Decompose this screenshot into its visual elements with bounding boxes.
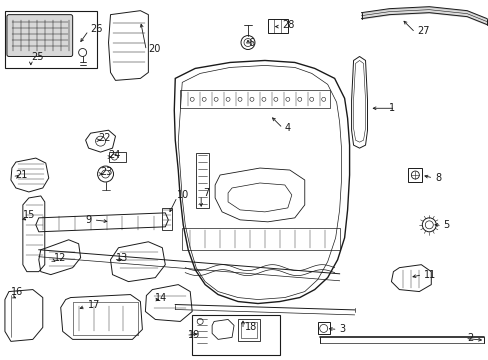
Text: 19: 19 — [188, 330, 200, 341]
Bar — [5, 11, 96, 68]
Text: 9: 9 — [85, 215, 92, 225]
Text: 6: 6 — [247, 37, 254, 48]
Bar — [241, 323, 256, 338]
Text: 5: 5 — [442, 220, 448, 230]
Bar — [192, 315, 279, 355]
Text: 8: 8 — [434, 173, 441, 183]
Text: 3: 3 — [339, 324, 345, 334]
Text: 12: 12 — [54, 253, 66, 263]
Text: 11: 11 — [424, 270, 436, 280]
Text: 28: 28 — [281, 19, 294, 30]
Bar — [196, 153, 209, 208]
Text: 15: 15 — [23, 210, 35, 220]
Bar — [267, 19, 287, 32]
Text: 27: 27 — [416, 26, 429, 36]
Bar — [108, 152, 126, 162]
Text: 4: 4 — [285, 123, 290, 133]
Text: 24: 24 — [108, 150, 121, 160]
Text: 17: 17 — [87, 300, 100, 310]
Bar — [238, 319, 260, 341]
Text: 25: 25 — [31, 53, 43, 63]
Text: 14: 14 — [155, 293, 167, 302]
Text: 1: 1 — [388, 103, 395, 113]
Text: 21: 21 — [15, 170, 27, 180]
Text: 2: 2 — [466, 333, 472, 343]
Text: 10: 10 — [177, 190, 189, 200]
Text: 26: 26 — [90, 24, 103, 33]
Text: 20: 20 — [148, 44, 161, 54]
Text: 22: 22 — [99, 133, 111, 143]
Bar — [407, 168, 422, 182]
Text: 13: 13 — [115, 253, 127, 263]
Bar — [317, 323, 329, 334]
Text: 23: 23 — [101, 167, 113, 177]
FancyBboxPatch shape — [7, 15, 73, 57]
Text: 16: 16 — [11, 287, 23, 297]
Bar — [162, 208, 172, 230]
Text: 18: 18 — [244, 323, 257, 332]
Text: 7: 7 — [203, 188, 209, 198]
